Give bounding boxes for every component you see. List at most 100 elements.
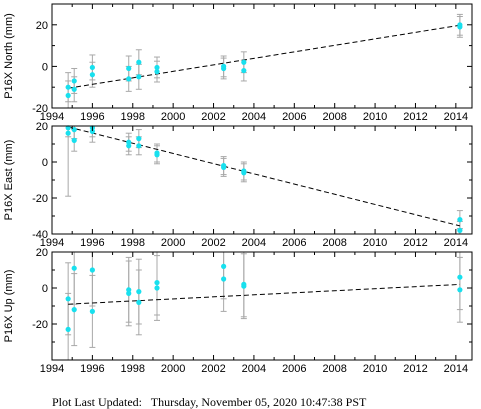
y-axis-label: P16X North (mm) — [3, 13, 15, 99]
data-point — [136, 59, 142, 65]
x-tick-label: 2008 — [322, 237, 346, 249]
data-point — [71, 265, 77, 271]
data-point — [126, 143, 132, 149]
data-point — [241, 67, 247, 74]
x-tick-label: 2004 — [242, 237, 266, 249]
data-point — [457, 227, 463, 233]
data-point — [457, 217, 463, 223]
y-tick-label: -20 — [32, 193, 48, 205]
x-tick-label: 2002 — [201, 363, 225, 375]
gps-timeseries-figure: 1994 1996 1998 2000 2002 2004 2006 2008 2010 2012… — [3, 3, 473, 375]
trend-line — [68, 283, 460, 305]
x-tick-label: 2000 — [161, 363, 185, 375]
x-tick-label: 2010 — [363, 111, 387, 123]
x-tick-label: 2000 — [161, 237, 185, 249]
y-tick-label: 0 — [42, 157, 48, 169]
data-point — [71, 307, 77, 313]
x-tick-label: 1994 — [40, 363, 64, 375]
x-tick-label: 2004 — [242, 363, 266, 375]
x-tick-label: 1998 — [121, 237, 145, 249]
data-point — [136, 74, 142, 80]
plot-frame — [51, 125, 473, 235]
x-tick-label: 2010 — [363, 363, 387, 375]
data-point — [89, 64, 95, 71]
plot-frame — [51, 3, 473, 109]
y-axis-label: P16X East (mm) — [3, 140, 15, 221]
y-tick-label: 0 — [42, 61, 48, 73]
data-point — [65, 92, 71, 99]
x-tick-label: 1994 — [40, 111, 64, 123]
x-tick-label: 1998 — [121, 363, 145, 375]
x-tick-label: 2008 — [322, 111, 346, 123]
x-tick-label: 1996 — [80, 237, 104, 249]
data-point — [221, 263, 227, 269]
y-tick-label: 20 — [36, 20, 48, 32]
y-axis-label: P16X Up (mm) — [3, 270, 15, 343]
data-point — [71, 86, 77, 92]
data-point — [65, 130, 71, 136]
x-tick-label: 2014 — [444, 363, 468, 375]
data-point — [221, 65, 227, 72]
x-tick-label: 1998 — [121, 111, 145, 123]
x-tick-label: 2012 — [403, 363, 427, 375]
last-updated-label: Plot Last Updated: — [52, 395, 142, 409]
data-point — [89, 267, 95, 273]
y-tick-label: -20 — [32, 103, 48, 115]
trend-line — [68, 126, 461, 227]
data-point — [457, 24, 463, 30]
y-tick-label: 20 — [36, 121, 48, 133]
last-updated-value: Thursday, November 05, 2020 10:47:38 PST — [150, 395, 367, 409]
x-tick-label: 1994 — [40, 237, 64, 249]
last-updated-footer: Plot Last Updated: Thursday, November 05… — [46, 384, 366, 408]
x-tick-label: 2014 — [444, 111, 468, 123]
data-point — [136, 143, 142, 149]
x-tick-label: 2004 — [242, 111, 266, 123]
data-point — [126, 287, 132, 293]
panel-3: 1994 1996 1998 2000 2002 2004 2006 2008 2010 2012… — [3, 247, 473, 375]
panel-1: 1994 1996 1998 2000 2002 2004 2006 2008 2010 2012… — [3, 3, 473, 123]
data-point — [65, 125, 71, 131]
data-point — [154, 69, 160, 75]
panel-2: 1994 1996 1998 2000 2002 2004 2006 2008 2010 2012… — [3, 121, 473, 249]
data-point — [136, 289, 142, 295]
data-point — [241, 283, 247, 289]
x-tick-label: 2002 — [201, 237, 225, 249]
data-point — [65, 84, 71, 90]
data-point — [136, 299, 142, 305]
data-point — [221, 276, 227, 282]
y-tick-label: 0 — [42, 283, 48, 295]
data-point — [457, 274, 463, 280]
x-tick-label: 2006 — [282, 111, 306, 123]
data-point — [154, 152, 160, 158]
x-tick-label: 2008 — [322, 363, 346, 375]
data-point — [71, 137, 77, 143]
x-tick-label: 1996 — [80, 111, 104, 123]
data-point — [71, 78, 77, 84]
trend-line — [68, 24, 460, 89]
data-point — [154, 285, 160, 291]
data-point — [154, 280, 160, 286]
data-point — [126, 139, 132, 145]
x-tick-label: 2000 — [161, 111, 185, 123]
data-point — [89, 72, 95, 78]
data-point — [241, 170, 247, 176]
x-tick-label: 1996 — [80, 363, 104, 375]
x-tick-label: 2002 — [201, 111, 225, 123]
x-tick-label: 2006 — [282, 237, 306, 249]
data-point — [71, 127, 77, 133]
data-point — [126, 76, 132, 82]
x-tick-label: 2014 — [444, 237, 468, 249]
y-tick-label: 20 — [36, 247, 48, 259]
x-tick-label: 2012 — [403, 111, 427, 123]
data-point — [126, 65, 132, 72]
data-point — [154, 64, 160, 71]
data-point — [221, 164, 227, 170]
data-point — [89, 308, 95, 314]
data-point — [241, 59, 247, 65]
plot-frame — [51, 251, 473, 361]
data-point — [136, 136, 142, 142]
y-tick-label: -40 — [32, 229, 48, 241]
data-point — [65, 296, 71, 302]
data-point — [126, 290, 132, 296]
data-point — [65, 326, 71, 332]
